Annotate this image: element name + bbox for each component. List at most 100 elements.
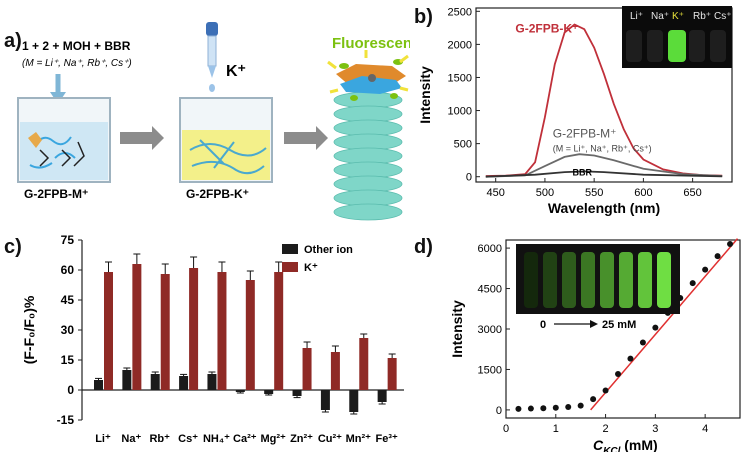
- bar-k-ion: [104, 272, 113, 390]
- inset-vial: [524, 252, 538, 308]
- x-category-label: Cu²⁺: [318, 433, 342, 445]
- bar-other-ion: [94, 380, 103, 390]
- y-axis-label: Intensity: [449, 300, 465, 358]
- x-tick-label: 600: [634, 187, 652, 199]
- inset-dark-vial: [710, 30, 726, 62]
- bar-k-ion: [330, 352, 340, 390]
- legend-swatch: [282, 244, 298, 254]
- data-point: [552, 404, 559, 411]
- y-tick-label: 75: [61, 233, 75, 247]
- data-point: [565, 403, 572, 410]
- chart-c-selectivity-bars: -15 0 15 30 45 60 75 (F-F₀/F₀)% Li⁺ Na⁺ Rb⁺ Cs⁺ NH₄⁺…: [21, 233, 404, 445]
- x-category-label: Na⁺: [121, 433, 141, 445]
- inset-ion-label: Cs⁺: [714, 11, 732, 22]
- x-tick-label: 3: [652, 423, 658, 435]
- y-tick-label: 1000: [448, 106, 472, 118]
- inset-range-start: 0: [540, 319, 546, 331]
- inset-dark-vial: [689, 30, 705, 62]
- bar-k-ion: [245, 280, 255, 390]
- label-bbr: BBR: [572, 167, 592, 177]
- reaction-text: 1 + 2 + MOH + BBR: [22, 39, 131, 53]
- bar-k-ion: [302, 348, 312, 390]
- inset-vial: [657, 252, 671, 308]
- inset-ion-label: Li⁺: [630, 11, 643, 22]
- beaker-left: [17, 97, 111, 183]
- inset-photo-d: [516, 244, 680, 314]
- bar-k-ion: [274, 272, 284, 390]
- label-curve-k: G-2FPB-K⁺: [515, 21, 578, 35]
- bar-other-ion: [377, 390, 387, 402]
- data-point: [577, 402, 584, 409]
- inset-range-arrowhead-icon: [590, 320, 598, 328]
- right-arrow-2-icon: [284, 126, 328, 150]
- x-category-label: Ca²⁺: [233, 433, 257, 445]
- right-arrow-icon: [120, 126, 164, 150]
- y-tick-label: 60: [61, 263, 75, 277]
- label-curve-m: G-2FPB-M⁺: [553, 127, 617, 141]
- legend-label: Other ion: [304, 244, 353, 256]
- x-category-label: Zn²⁺: [290, 433, 313, 445]
- data-point: [639, 339, 646, 346]
- inset-glowing-vial: [668, 30, 686, 62]
- inset-vial: [600, 252, 614, 308]
- data-point: [540, 405, 547, 412]
- x-tick-label: 0: [503, 423, 509, 435]
- inset-ion-label: K⁺: [672, 11, 684, 22]
- fluorescent-label: Fluorescent: [332, 35, 410, 52]
- inset-vial: [581, 252, 595, 308]
- x-category-label: Li⁺: [95, 433, 111, 445]
- series-line-g-2fpb-m-: [485, 153, 723, 178]
- y-tick-label: 500: [454, 139, 472, 151]
- x-category-label: Mn²⁺: [346, 433, 372, 445]
- bar-other-ion: [150, 374, 160, 390]
- inset-vial: [638, 252, 652, 308]
- data-point: [602, 387, 609, 394]
- bar-k-ion: [189, 268, 199, 390]
- data-point: [615, 371, 622, 378]
- y-tick-label: 2500: [448, 6, 472, 18]
- bar-k-ion: [160, 274, 170, 390]
- inset-ion-label: Rb⁺: [693, 11, 711, 22]
- chart-b-emission-spectra: 450 500 550 600 650 0 500 1000 1500 2000 2500 Wavel…: [417, 6, 733, 216]
- bar-other-ion: [292, 390, 302, 396]
- inset-vial: [562, 252, 576, 308]
- y-tick-label: 0: [496, 405, 502, 417]
- bar-k-ion: [132, 264, 142, 390]
- bar-k-ion: [387, 358, 397, 390]
- data-point: [515, 405, 522, 412]
- data-point: [714, 253, 721, 260]
- y-tick-label: 0: [466, 172, 472, 184]
- legend-swatch: [282, 262, 298, 272]
- label-mid: G-2FPB-K⁺: [186, 187, 249, 201]
- metals-text: (M = Li⁺, Na⁺, Rb⁺, Cs⁺): [22, 58, 132, 69]
- bar-other-ion: [122, 370, 132, 390]
- series-line-g-2fpb-k-: [485, 23, 723, 177]
- label-left: G-2FPB-M⁺: [24, 187, 88, 201]
- panel-label-d: d): [414, 236, 433, 258]
- chart-d-titration: 0 1 2 3 4 0 1500 3000 4500 6000 CKCl (mM) Intensity…: [449, 238, 741, 452]
- linear-fit-line: [590, 238, 739, 411]
- data-point: [590, 396, 597, 403]
- inset-dark-vial: [626, 30, 642, 62]
- y-tick-label: 3000: [478, 324, 502, 336]
- series-line-bbr: [485, 170, 723, 178]
- inset-vial: [543, 252, 557, 308]
- data-point: [727, 241, 734, 248]
- y-tick-label: 2000: [448, 39, 472, 51]
- legend-label: K⁺: [304, 262, 318, 274]
- bar-other-ion: [207, 374, 217, 390]
- y-tick-label: 1500: [478, 364, 502, 376]
- bar-other-ion: [320, 390, 330, 410]
- dropper-icon: [206, 22, 218, 92]
- y-tick-label: 0: [67, 383, 74, 397]
- added-ion-label: K⁺: [226, 63, 246, 80]
- bar-k-ion: [217, 272, 227, 390]
- panel-label-b: b): [414, 6, 433, 28]
- bar-other-ion: [179, 376, 189, 390]
- panel-label-a: a): [4, 30, 22, 52]
- y-axis-label: (F-F₀/F₀)%: [21, 295, 37, 364]
- g-quadruplex-stack: [327, 50, 409, 221]
- plot-frame: [475, 7, 733, 183]
- bar-other-ion: [264, 390, 274, 394]
- bar-other-ion: [349, 390, 359, 412]
